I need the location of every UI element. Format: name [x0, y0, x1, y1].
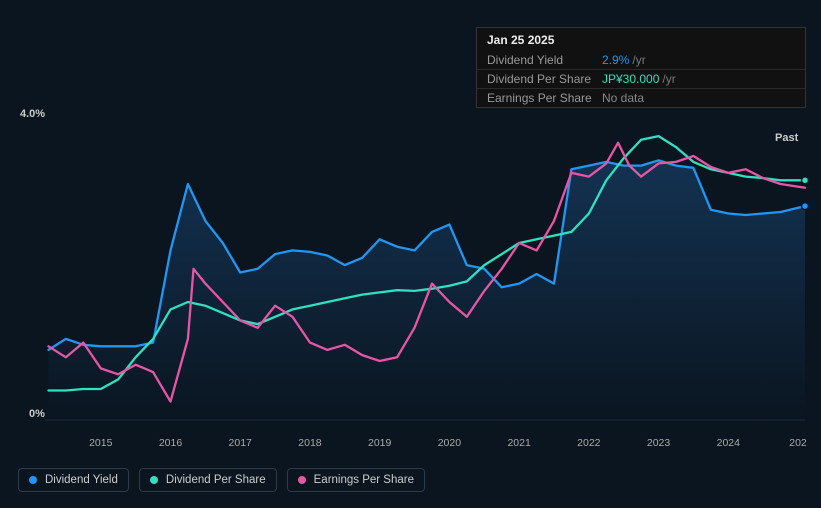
tooltip-row-suffix: /yr	[632, 53, 645, 67]
chart-tooltip: Jan 25 2025 Dividend Yield2.9%/yrDividen…	[476, 27, 806, 108]
x-axis-tick: 2018	[298, 437, 321, 449]
y-axis-tick: 4.0%	[20, 108, 45, 120]
tooltip-row-label: Earnings Per Share	[487, 91, 602, 105]
legend-dot-icon	[298, 476, 306, 484]
tooltip-row-value: 2.9%	[602, 53, 629, 67]
x-axis-tick: 2023	[647, 437, 670, 449]
tooltip-row: Earnings Per ShareNo data	[477, 88, 805, 107]
chart-end-dot-dividend_per_share	[802, 177, 809, 184]
x-axis-tick: 2020	[438, 437, 461, 449]
x-axis-tick: 2022	[577, 437, 600, 449]
tooltip-row: Dividend Per ShareJP¥30.000/yr	[477, 69, 805, 88]
legend-item[interactable]: Earnings Per Share	[287, 468, 425, 492]
x-axis-labels: 2015 2016 2017 2018 2019 2020 2021 2022 2023 2024…	[0, 437, 821, 453]
legend-label: Dividend Yield	[45, 474, 118, 486]
legend-label: Earnings Per Share	[314, 474, 414, 486]
tooltip-row: Dividend Yield2.9%/yr	[477, 51, 805, 69]
dividend-chart: Jan 25 2025 Dividend Yield2.9%/yrDividen…	[0, 0, 821, 508]
x-axis-tick: 2024	[717, 437, 740, 449]
tooltip-row-value: No data	[602, 91, 644, 105]
x-axis-tick: 2019	[368, 437, 391, 449]
legend-label: Dividend Per Share	[166, 474, 266, 486]
y-axis-tick: 0%	[29, 408, 45, 420]
tooltip-row-suffix: /yr	[662, 72, 675, 86]
tooltip-row-label: Dividend Yield	[487, 53, 602, 67]
past-label: Past	[775, 132, 798, 144]
x-axis-tick: 2016	[159, 437, 182, 449]
x-axis-tick: 2021	[507, 437, 530, 449]
legend-dot-icon	[29, 476, 37, 484]
legend-item[interactable]: Dividend Yield	[18, 468, 129, 492]
legend-dot-icon	[150, 476, 158, 484]
chart-legend: Dividend Yield Dividend Per Share Earnings…	[18, 468, 425, 492]
tooltip-row-value: JP¥30.000	[602, 72, 659, 86]
tooltip-date: Jan 25 2025	[477, 28, 805, 51]
x-axis-tick: 2015	[89, 437, 112, 449]
legend-item[interactable]: Dividend Per Share	[139, 468, 277, 492]
x-axis-tick: 2017	[229, 437, 252, 449]
x-axis-tick: 202	[789, 437, 807, 449]
tooltip-row-label: Dividend Per Share	[487, 72, 602, 86]
chart-end-dot-dividend_yield	[802, 203, 809, 210]
